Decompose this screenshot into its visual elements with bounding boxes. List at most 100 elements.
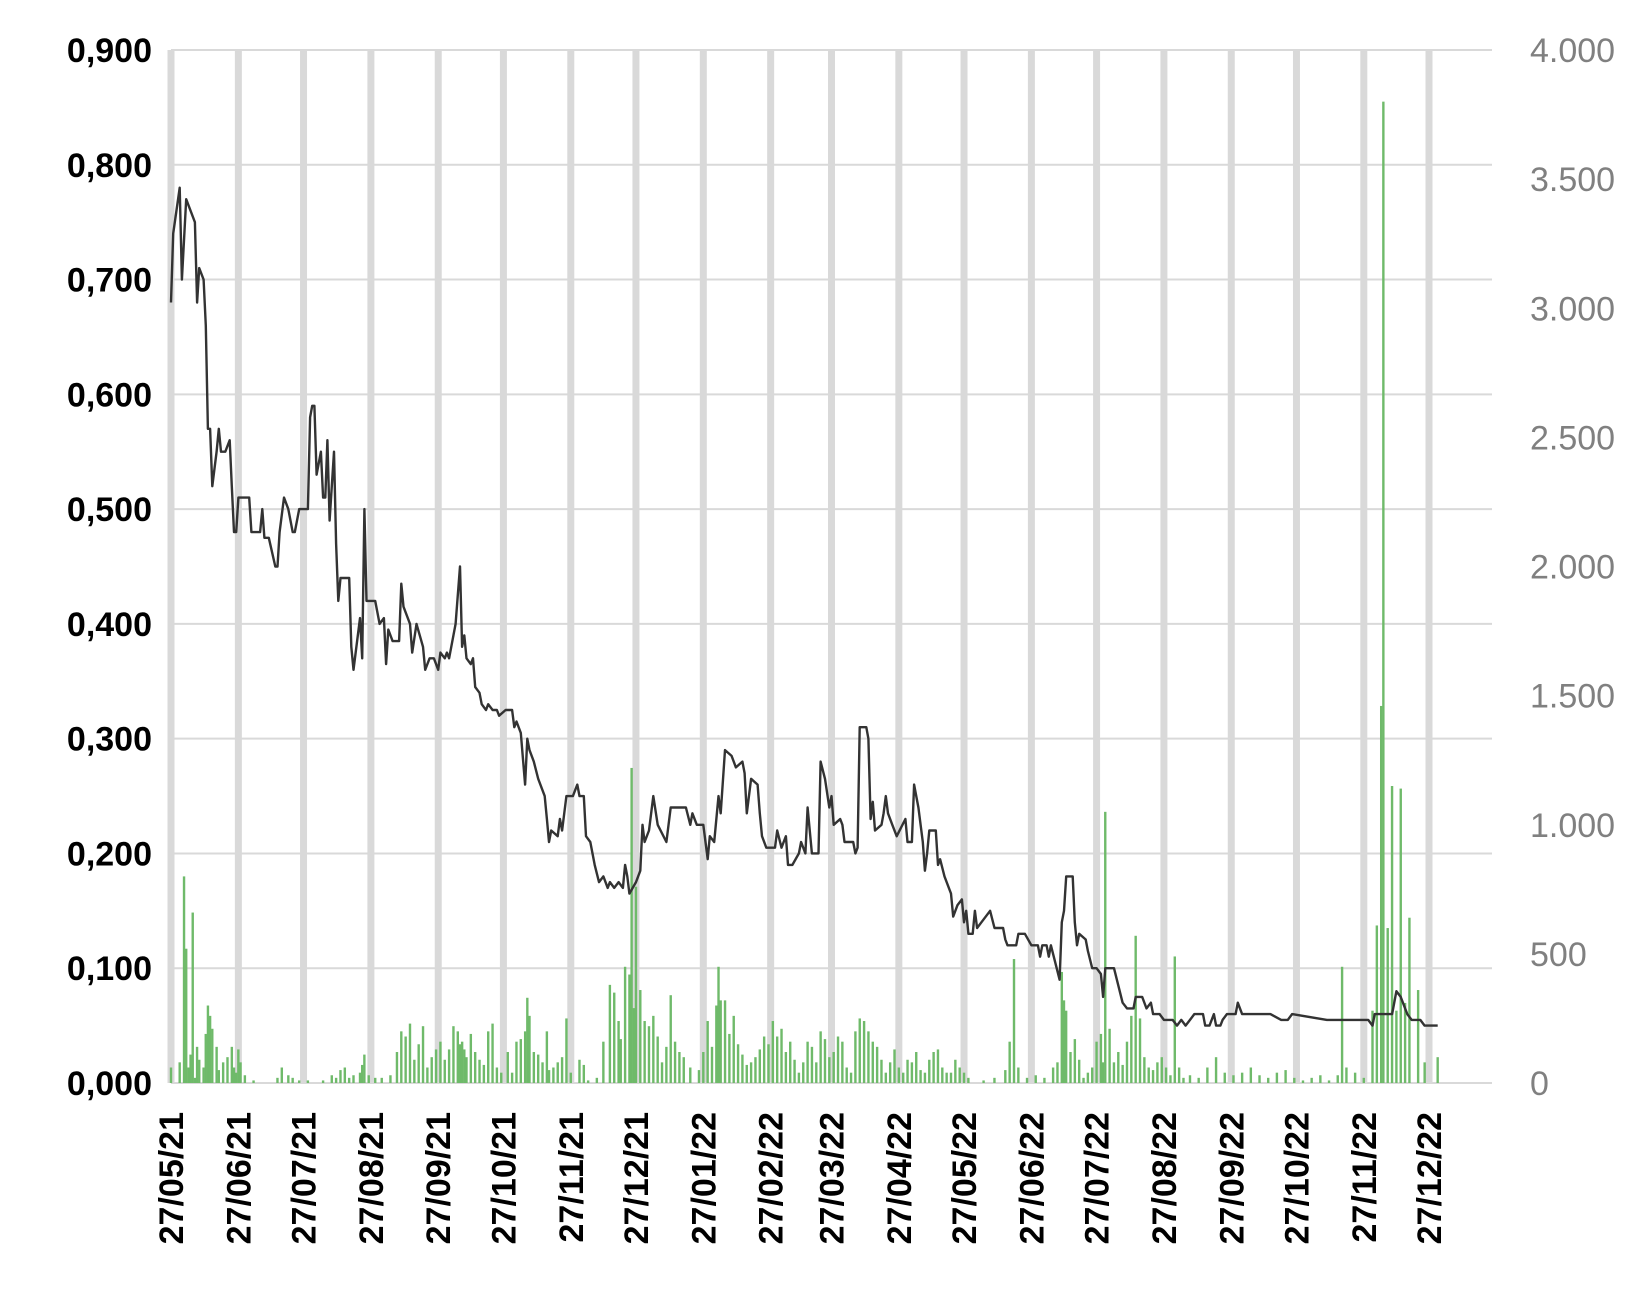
volume-bar [880, 1059, 883, 1083]
volume-bar [367, 1075, 370, 1083]
volume-bar [528, 1015, 531, 1083]
volume-bar [252, 1080, 255, 1083]
volume-bar [910, 1062, 914, 1083]
volume-bar [1382, 101, 1385, 1083]
volume-bar [706, 1021, 709, 1083]
volume-bar [1319, 1075, 1322, 1083]
volume-bar [702, 1052, 705, 1083]
x-tick-label: 27/12/21 [618, 1112, 656, 1244]
volume-bar [793, 1059, 796, 1083]
volume-bar [941, 1067, 944, 1083]
x-tick-label: 27/07/21 [286, 1112, 324, 1244]
volume-bar [1240, 1072, 1244, 1083]
x-tick-label: 27/08/22 [1146, 1112, 1184, 1244]
x-tick-label: 27/12/22 [1411, 1112, 1449, 1244]
volume-bar [1345, 1067, 1348, 1083]
volume-bar [1008, 1041, 1011, 1083]
volume-bar [608, 984, 612, 1083]
volume-bar [560, 1057, 564, 1083]
volume-bar [1379, 705, 1383, 1083]
volume-bar [665, 1046, 668, 1083]
volume-bar [897, 1067, 901, 1083]
x-tick-label: 27/02/22 [753, 1112, 791, 1244]
volume-bar [832, 1052, 835, 1083]
volume-bar [1188, 1075, 1192, 1083]
volume-bar [823, 1039, 827, 1083]
volume-bar [526, 997, 529, 1083]
volume-bar [1177, 1067, 1181, 1083]
x-tick-label: 27/10/22 [1278, 1112, 1316, 1244]
volume-bar [556, 1062, 559, 1083]
x-tick-label: 27/10/21 [485, 1112, 523, 1244]
volume-bar [237, 1049, 240, 1083]
volume-bar [623, 966, 627, 1083]
volume-bar [211, 1028, 214, 1083]
x-axis-ticks: 27/05/21 27/06/21 27/07/21 27/08/21 27/09/21… [153, 1112, 1449, 1244]
volume-bar [473, 1052, 477, 1083]
volume-bar [771, 1021, 775, 1083]
right-tick-label: 500 [1530, 936, 1587, 974]
volume-bar [1095, 1041, 1098, 1083]
volume-bar [206, 1005, 210, 1083]
left-tick-label: 0,800 [67, 147, 152, 185]
volume-bar [967, 1077, 970, 1083]
volume-bar [463, 1049, 466, 1083]
volume-bar [1108, 1028, 1111, 1083]
x-tick-label: 27/09/21 [420, 1112, 458, 1244]
volume-bar [1004, 1070, 1007, 1083]
x-tick-label: 27/05/22 [946, 1112, 984, 1244]
volume-bar [202, 1067, 205, 1083]
volume-bar [875, 1046, 879, 1083]
volume-bar [1258, 1075, 1261, 1083]
volume-bar [380, 1077, 383, 1083]
volume-bar [775, 1036, 779, 1083]
volume-bar [1156, 1062, 1159, 1083]
volume-bar [1223, 1072, 1226, 1083]
volume-bar [841, 1041, 844, 1083]
volume-bar [1056, 1062, 1059, 1083]
volume-bar [1130, 1015, 1133, 1083]
volume-bar [1064, 1010, 1068, 1083]
volume-bar [532, 1052, 536, 1083]
volume-bar [1160, 1057, 1163, 1083]
volume-bar [569, 1072, 572, 1083]
volume-bar [634, 886, 638, 1083]
volume-bar [962, 1072, 966, 1083]
volume-bar [565, 1018, 568, 1083]
volume-bar [1371, 1010, 1374, 1083]
volume-bar [784, 1052, 788, 1083]
left-tick-label: 0,300 [67, 721, 152, 759]
volume-bar [849, 1072, 853, 1083]
volume-bar [906, 1059, 909, 1083]
x-tick-label: 27/06/21 [220, 1112, 258, 1244]
x-tick-label: 27/11/22 [1346, 1112, 1384, 1242]
volume-bar [923, 1072, 927, 1083]
volume-bar [280, 1067, 284, 1083]
volume-bar [1293, 1077, 1296, 1083]
volume-bar [858, 1018, 861, 1083]
volume-bar [230, 1046, 234, 1083]
volume-bar [617, 1021, 620, 1083]
x-tick-label: 27/11/21 [553, 1112, 591, 1242]
volume-bar [656, 1036, 659, 1083]
volume-bar [1399, 788, 1402, 1083]
volume-bar [221, 1062, 225, 1083]
volume-bar [226, 1057, 229, 1083]
volume-bar [1327, 1080, 1331, 1083]
volume-bar [1012, 959, 1016, 1083]
volume-bar [630, 767, 633, 1083]
volume-bar [363, 1054, 366, 1083]
volume-bar [643, 1021, 646, 1083]
volume-bar [193, 1077, 197, 1083]
volume-bar [545, 1031, 549, 1083]
volume-bar [862, 1021, 866, 1083]
volume-bar [1062, 1000, 1066, 1083]
volume-bar [884, 1072, 888, 1083]
volume-bar [374, 1077, 377, 1083]
volume-bar [1232, 1075, 1235, 1083]
volume-bar [426, 1067, 429, 1083]
volume-bar [719, 1000, 722, 1083]
volume-bar [1043, 1077, 1046, 1083]
volume-bar [888, 1062, 892, 1083]
